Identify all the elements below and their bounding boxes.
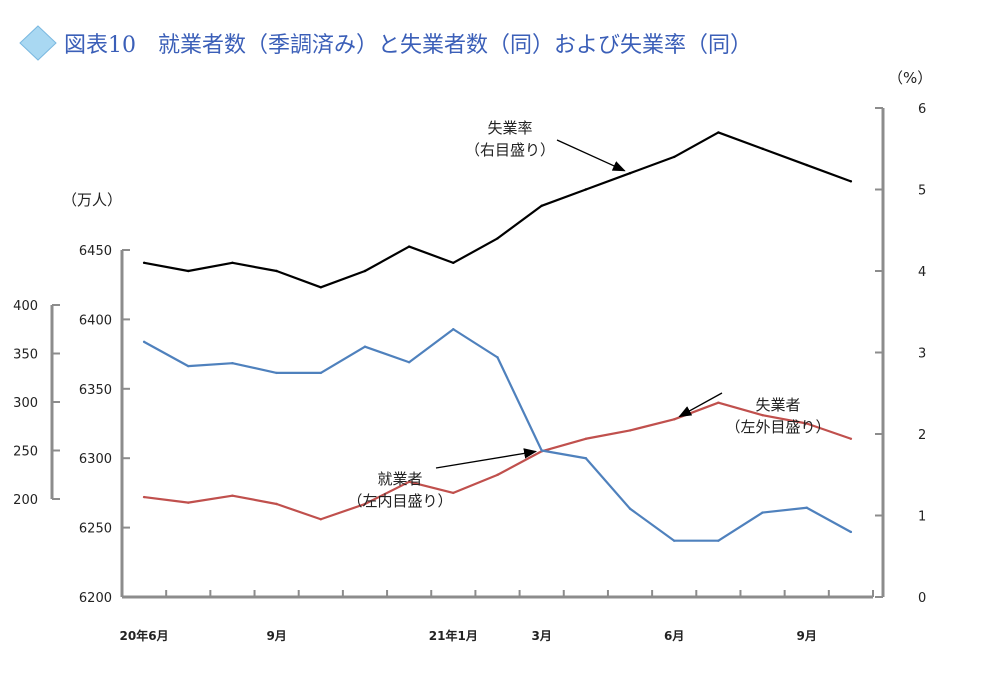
annotation-layer: 失業率 （右目盛り） 失業者 （左外目盛り） 就業者 （左内目盛り） [347,119,830,510]
series-point [496,473,499,477]
annotation-arrow [556,139,626,172]
series-point [761,147,764,150]
series-point [540,204,543,207]
right-axis-unit: （%） [888,69,932,87]
x-tick-label: 3月 [531,629,551,643]
series-point [805,506,808,509]
series-point [496,356,499,359]
series-point [187,364,190,368]
left-inner-tick-label: 300 [13,396,38,411]
right-tick-label: 1 [918,510,926,525]
series-point [142,340,146,344]
chart-title-text: 図表10 就業者数（季調済み）と失業者数（同）および失業率（同） [64,33,752,58]
series-point [761,511,764,514]
series-point [363,345,367,348]
series-left_outer [142,401,853,521]
left-inner-tick-label: 250 [13,445,38,460]
annotation-arrow [678,392,723,418]
left-outer-tick-label: 6250 [79,522,112,537]
annotation: 失業者 （左外目盛り） [678,392,831,436]
series-point [231,261,234,265]
x-tick-label: 9月 [797,629,817,643]
right-tick-label: 3 [918,347,926,362]
series-point [717,401,720,404]
series-point [805,422,808,425]
annotation: 就業者 （左内目盛り） [347,448,538,510]
series-point [452,261,455,265]
series-point [628,172,632,175]
series-point [363,502,367,506]
series-point [275,269,278,273]
annotation-title: 失業率 [487,119,532,137]
series-point [540,449,543,452]
x-tick-label: 20年6月 [120,628,169,643]
series-point [231,362,234,365]
series-point [761,413,764,417]
annotation-title: 失業者 [755,396,800,414]
series-point [849,180,853,183]
series-point [628,429,632,432]
series-point [363,269,367,273]
chart-title: 図表10 就業者数（季調済み）と失業者数（同）および失業率（同） [19,25,752,61]
annotation: 失業率 （右目盛り） [465,119,626,172]
series-point [407,361,411,364]
right-tick-label: 6 [918,102,926,117]
series-point [717,131,720,134]
right-tick-label: 0 [918,591,926,606]
right-tick-label: 5 [918,184,926,199]
series-point [407,480,411,483]
left-outer-tick-label: 6200 [79,591,112,606]
annotation-title: 就業者 [377,470,422,488]
right-tick-label: 4 [918,265,926,280]
left-inner-tick-label: 200 [13,493,38,508]
series-point [849,530,853,534]
series-point [673,155,676,159]
series-point [275,371,278,375]
x-tick-label: 6月 [664,629,684,643]
series-point [584,188,588,191]
series-point [496,237,499,240]
series-point [628,507,632,510]
annotation-scale: （左内目盛り） [347,492,452,510]
series-point [275,502,278,506]
series-point [319,371,322,375]
series-point [584,437,588,440]
x-tick-label: 9月 [266,629,286,643]
diamond-icon [19,25,57,61]
left-outer-tick-label: 6400 [79,313,112,328]
left-axis-unit: （万人） [62,191,122,209]
left-outer-tick-label: 6300 [79,452,112,467]
series-layer [142,131,853,542]
axes: 20年6月 9月 21年1月 3月 6月 9月6450640063506300625062… [13,102,926,643]
series-point [187,501,190,504]
left-inner-tick-label: 350 [13,348,38,363]
series-point [849,437,853,440]
series-point [231,494,234,497]
series-point [142,261,146,265]
series-point [452,491,455,495]
series-point [142,495,146,499]
annotation-scale: （左外目盛り） [725,418,830,436]
series-point [319,518,322,521]
left-outer-tick-label: 6450 [79,244,112,259]
right-tick-label: 2 [918,428,926,443]
series-point [407,245,411,248]
series-point [717,539,720,542]
series-point [673,418,676,421]
series-point [187,269,190,273]
series-point [452,328,455,331]
annotation-arrow [435,448,538,469]
series-point [319,286,322,289]
left-inner-tick-label: 400 [13,299,38,314]
series-point [805,163,808,167]
series-left_inner [142,328,853,542]
x-tick-label: 21年1月 [429,628,478,643]
series-point [584,457,588,460]
series-right [142,131,853,289]
left-outer-tick-label: 6350 [79,383,112,398]
series-point [673,539,676,542]
annotation-scale: （右目盛り） [465,141,555,159]
